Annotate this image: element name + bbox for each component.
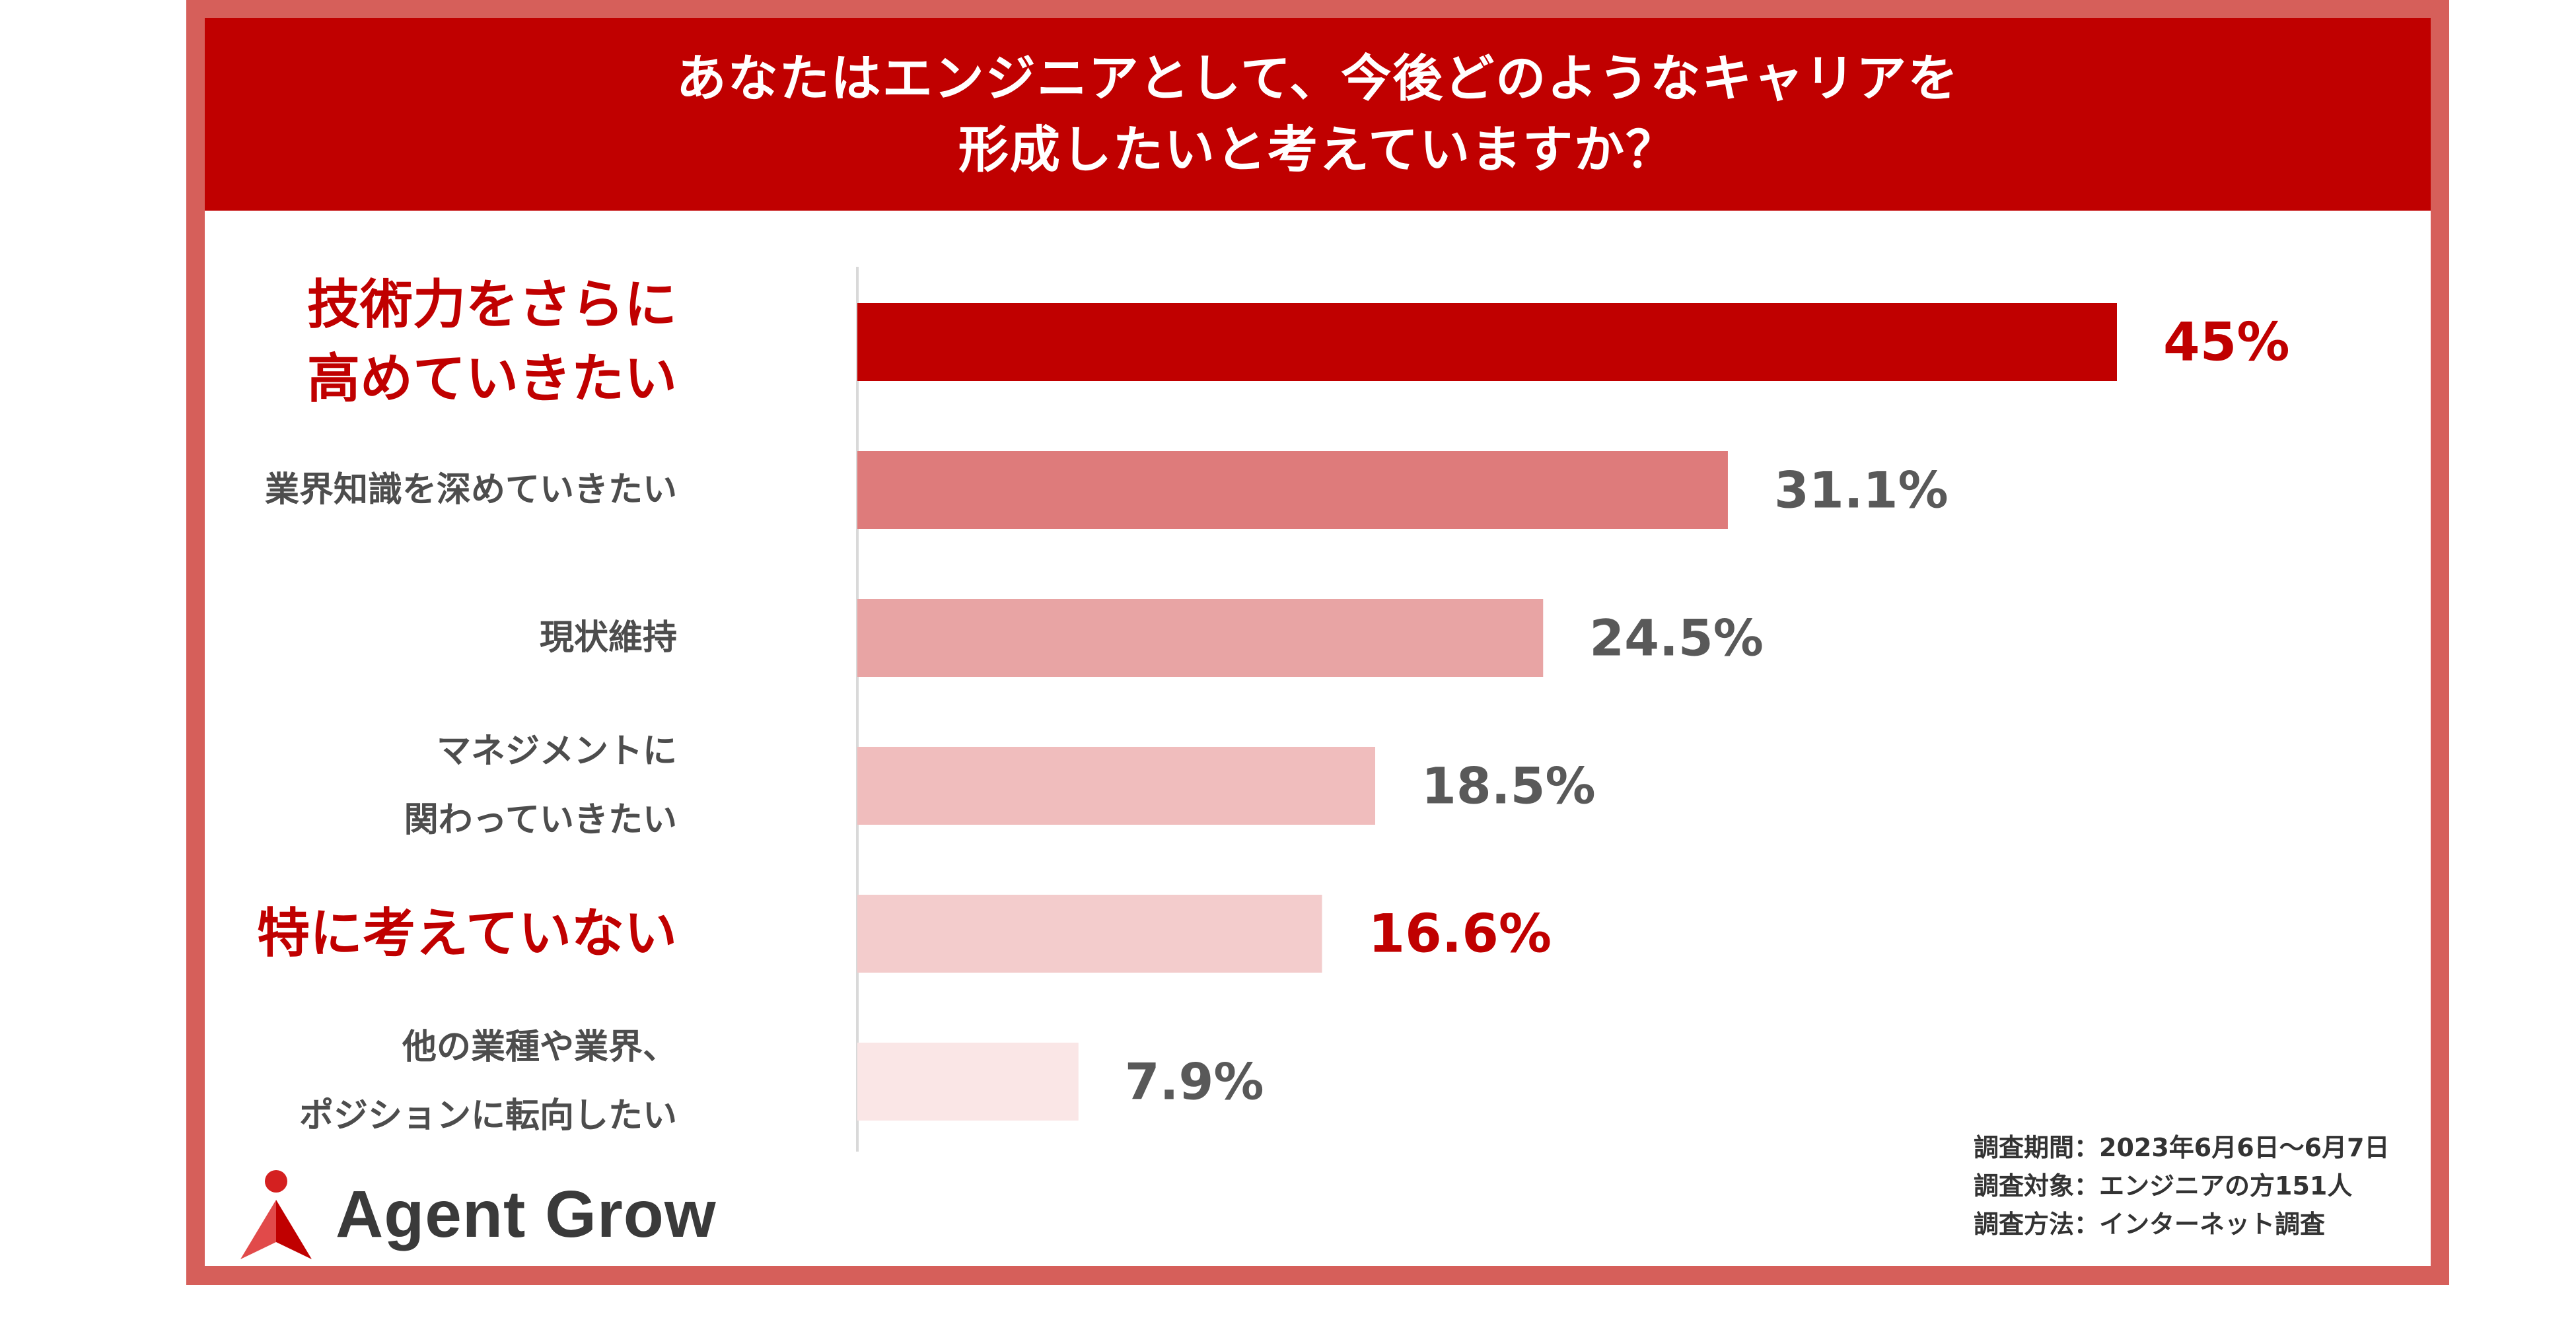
value-label-1: 45% (2163, 311, 2290, 373)
category-label-6: 他の業種や業界、ポジションに転向したい (299, 1013, 677, 1150)
chart-panel: 技術力をさらに 高めていきたい 45% 業界知識を深めていきたい 31.1% 現状維持 24… (205, 211, 2431, 1266)
category-label-4: マネジメントに関わっていきたい (404, 717, 677, 854)
bar-3 (857, 599, 1544, 677)
category-label-4-line-2: 関わっていきたい (404, 800, 677, 840)
bar-6 (857, 1043, 1079, 1121)
survey-target: 調査対象：エンジニアの方151人 (1974, 1171, 2353, 1200)
value-label-4: 18.5% (1421, 756, 1596, 815)
bar-2 (857, 451, 1728, 529)
category-label-2: 業界知識を深めていきたい (265, 456, 677, 524)
value-label-2: 31.1% (1773, 460, 1949, 520)
survey-notes: 調査期間：2023年6月6日〜6月7日 調査対象：エンジニアの方151人 調査方… (1974, 1128, 2390, 1243)
brand-logo: Agent Grow (239, 1168, 717, 1261)
category-label-6-line-2: ポジションに転向したい (299, 1096, 677, 1136)
category-label-2-line-1: 業界知識を深めていきたい (264, 470, 677, 510)
category-label-6-line-1: 他の業種や業界、 (402, 1027, 677, 1067)
survey-method: 調査方法：インターネット調査 (1974, 1210, 2326, 1239)
category-label-1: 技術力をさらに 高めていきたい (307, 268, 677, 416)
category-label-1-line-1: 技術力をさらに (307, 274, 677, 335)
value-label-5: 16.6% (1368, 903, 1552, 965)
category-label-1-line-2: 高めていきたい (307, 348, 677, 409)
bar-4 (857, 747, 1375, 825)
category-label-3: 現状維持 (540, 604, 677, 672)
category-label-5: 特に考えていない (257, 897, 677, 971)
chart-title: あなたはエンジニアとして、今後どのようなキャリアを 形成したいと考えていますか？ (205, 18, 2431, 211)
value-label-3: 24.5% (1589, 608, 1764, 668)
title-line-2: 形成したいと考えていますか？ (958, 120, 1678, 179)
category-label-5-line-1: 特に考えていない (257, 903, 677, 964)
bar-1 (857, 303, 2117, 381)
bar-chart (856, 267, 2117, 1152)
category-label-3-line-1: 現状維持 (539, 618, 677, 658)
person-arrow-icon (240, 1170, 312, 1259)
bar-5 (857, 895, 1322, 973)
category-label-4-line-1: マネジメントに (436, 732, 677, 771)
survey-period: 調査期間：2023年6月6日〜6月7日 (1974, 1133, 2390, 1162)
title-line-1: あなたはエンジニアとして、今後どのようなキャリアを (676, 49, 1960, 108)
brand-name: Agent Grow (336, 1177, 717, 1251)
value-label-6: 7.9% (1124, 1052, 1264, 1111)
